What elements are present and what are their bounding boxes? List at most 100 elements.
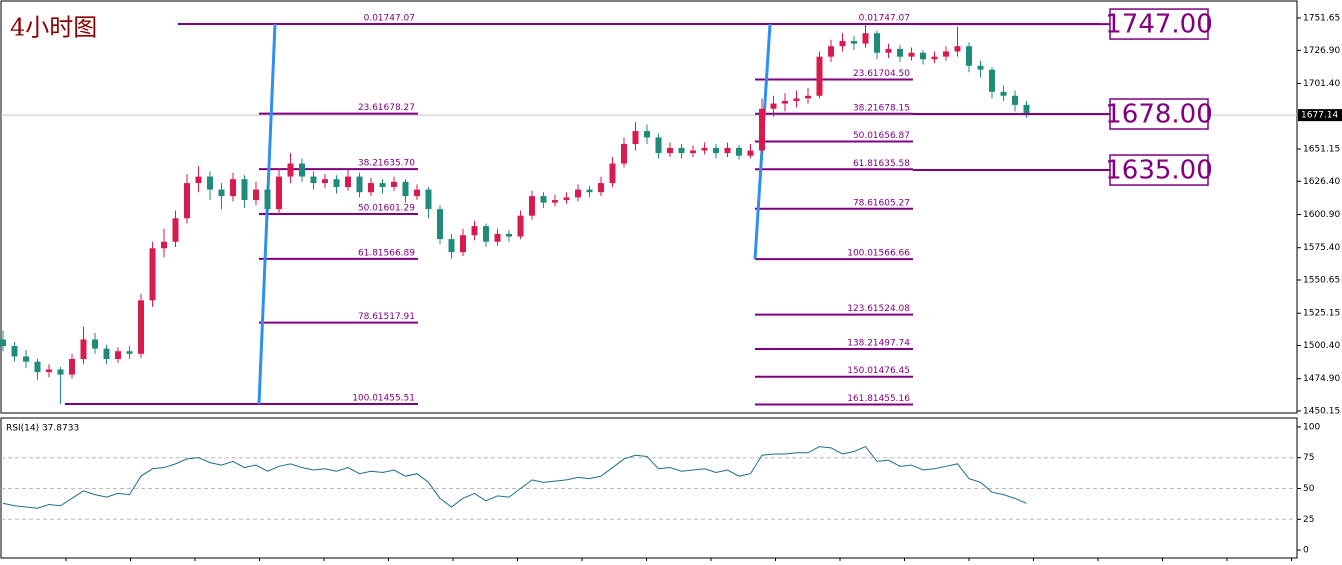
candle-body	[138, 300, 144, 354]
candle-body	[1000, 91, 1007, 96]
candle-body	[609, 163, 616, 184]
fib-ratio: 38.2	[853, 103, 873, 113]
candle-body	[172, 218, 179, 242]
candle-body	[195, 176, 202, 184]
candle-body	[540, 196, 547, 203]
candle-body	[149, 248, 156, 301]
fib-price: 1635.58	[873, 159, 910, 169]
candle-body	[920, 52, 926, 60]
candle-body	[287, 163, 294, 177]
candle-body	[885, 48, 892, 53]
candle-body	[184, 183, 190, 219]
candle-body	[241, 179, 248, 201]
y-tick-label: 1450.15	[1303, 406, 1340, 416]
candle-body	[1012, 95, 1018, 105]
candle-body	[770, 103, 777, 109]
candle-body	[713, 147, 719, 154]
rsi-tick-label: 100	[1303, 422, 1320, 432]
fib-ratio: 138.2	[847, 338, 873, 348]
annotation-box	[1109, 8, 1209, 40]
fib-price: 1605.27	[873, 198, 910, 208]
rsi-tick-label: 50	[1303, 484, 1315, 494]
fib-ratio: 78.6	[853, 198, 873, 208]
candle-body	[46, 369, 52, 373]
candle-body	[276, 176, 282, 210]
fib-ratio: 150.0	[847, 366, 873, 376]
fib-price: 1747.07	[378, 13, 415, 23]
y-tick-label: 1651.15	[1303, 144, 1340, 154]
y-tick-label: 1600.90	[1303, 210, 1340, 220]
candle-body	[218, 189, 225, 197]
y-tick-label: 1751.65	[1303, 14, 1340, 24]
candle-body	[908, 52, 915, 57]
fib-price: 1566.66	[873, 249, 910, 259]
candle-body	[264, 189, 271, 210]
candle-body	[161, 241, 167, 249]
candle-body	[529, 196, 535, 216]
candle-body	[563, 197, 570, 201]
candle-body	[874, 33, 880, 53]
candle-body	[34, 361, 41, 373]
y-tick-label: 1726.90	[1303, 46, 1340, 56]
candle-body	[437, 209, 443, 240]
candle-body	[862, 33, 869, 44]
candle-body	[598, 183, 604, 193]
candle-body	[23, 356, 29, 362]
y-tick-label: 1500.40	[1303, 341, 1340, 351]
candle-body	[977, 65, 984, 70]
candle-body	[678, 147, 685, 154]
y-tick-label: 1626.40	[1303, 177, 1340, 187]
fib-ratio: 23.6	[358, 103, 378, 113]
candle-body	[310, 176, 317, 184]
candle-body	[471, 226, 478, 236]
candle-body	[805, 95, 811, 99]
annotation-label: 1635.00	[1105, 156, 1213, 186]
fib-ratio: 100.0	[352, 393, 378, 403]
fib-price: 1601.29	[378, 203, 415, 213]
fib-price: 1476.45	[873, 366, 910, 376]
rsi-tick-label: 25	[1303, 515, 1314, 525]
candle-body	[655, 137, 662, 154]
current-price-label: 1677.14	[1301, 111, 1338, 121]
y-tick-label: 1550.65	[1303, 275, 1340, 285]
fib-price: 1704.50	[873, 69, 910, 79]
candle-body	[483, 226, 489, 242]
candle-body	[851, 41, 857, 44]
candle-body	[747, 150, 754, 156]
price-panel	[0, 0, 1298, 414]
candle-body	[69, 359, 75, 375]
candle-body	[701, 147, 708, 151]
candle-body	[943, 51, 949, 57]
candle-body	[839, 41, 846, 47]
candle-body	[506, 233, 512, 237]
candle-body	[494, 233, 501, 242]
y-tick-label: 1701.40	[1303, 79, 1340, 89]
fib-price: 1455.16	[873, 394, 910, 404]
candle-body	[690, 150, 696, 154]
candle-body	[667, 147, 673, 154]
candle-body	[460, 235, 466, 253]
y-tick-label: 1474.90	[1303, 374, 1340, 384]
candle-body	[115, 351, 121, 360]
candle-body	[126, 351, 133, 354]
candle-body	[759, 108, 765, 151]
candle-body	[828, 46, 834, 57]
candle-body	[425, 189, 432, 210]
fib-price: 1635.70	[378, 159, 415, 169]
fib-ratio: 78.6	[358, 312, 378, 322]
rsi-label: RSI(14) 37.8733	[6, 424, 79, 434]
candle-body	[782, 100, 788, 104]
annotation-box	[1109, 98, 1209, 130]
fib-price: 1678.15	[873, 103, 910, 113]
candle-body	[736, 147, 742, 156]
candle-body	[299, 163, 305, 177]
candle-body	[517, 215, 524, 237]
candle-body	[954, 46, 961, 52]
rsi-line	[2, 445, 1027, 509]
fib-ratio: 50.0	[358, 203, 378, 213]
fib-ratio: 0.0	[859, 13, 874, 23]
candle-body	[724, 147, 731, 154]
candle-body	[345, 176, 351, 187]
